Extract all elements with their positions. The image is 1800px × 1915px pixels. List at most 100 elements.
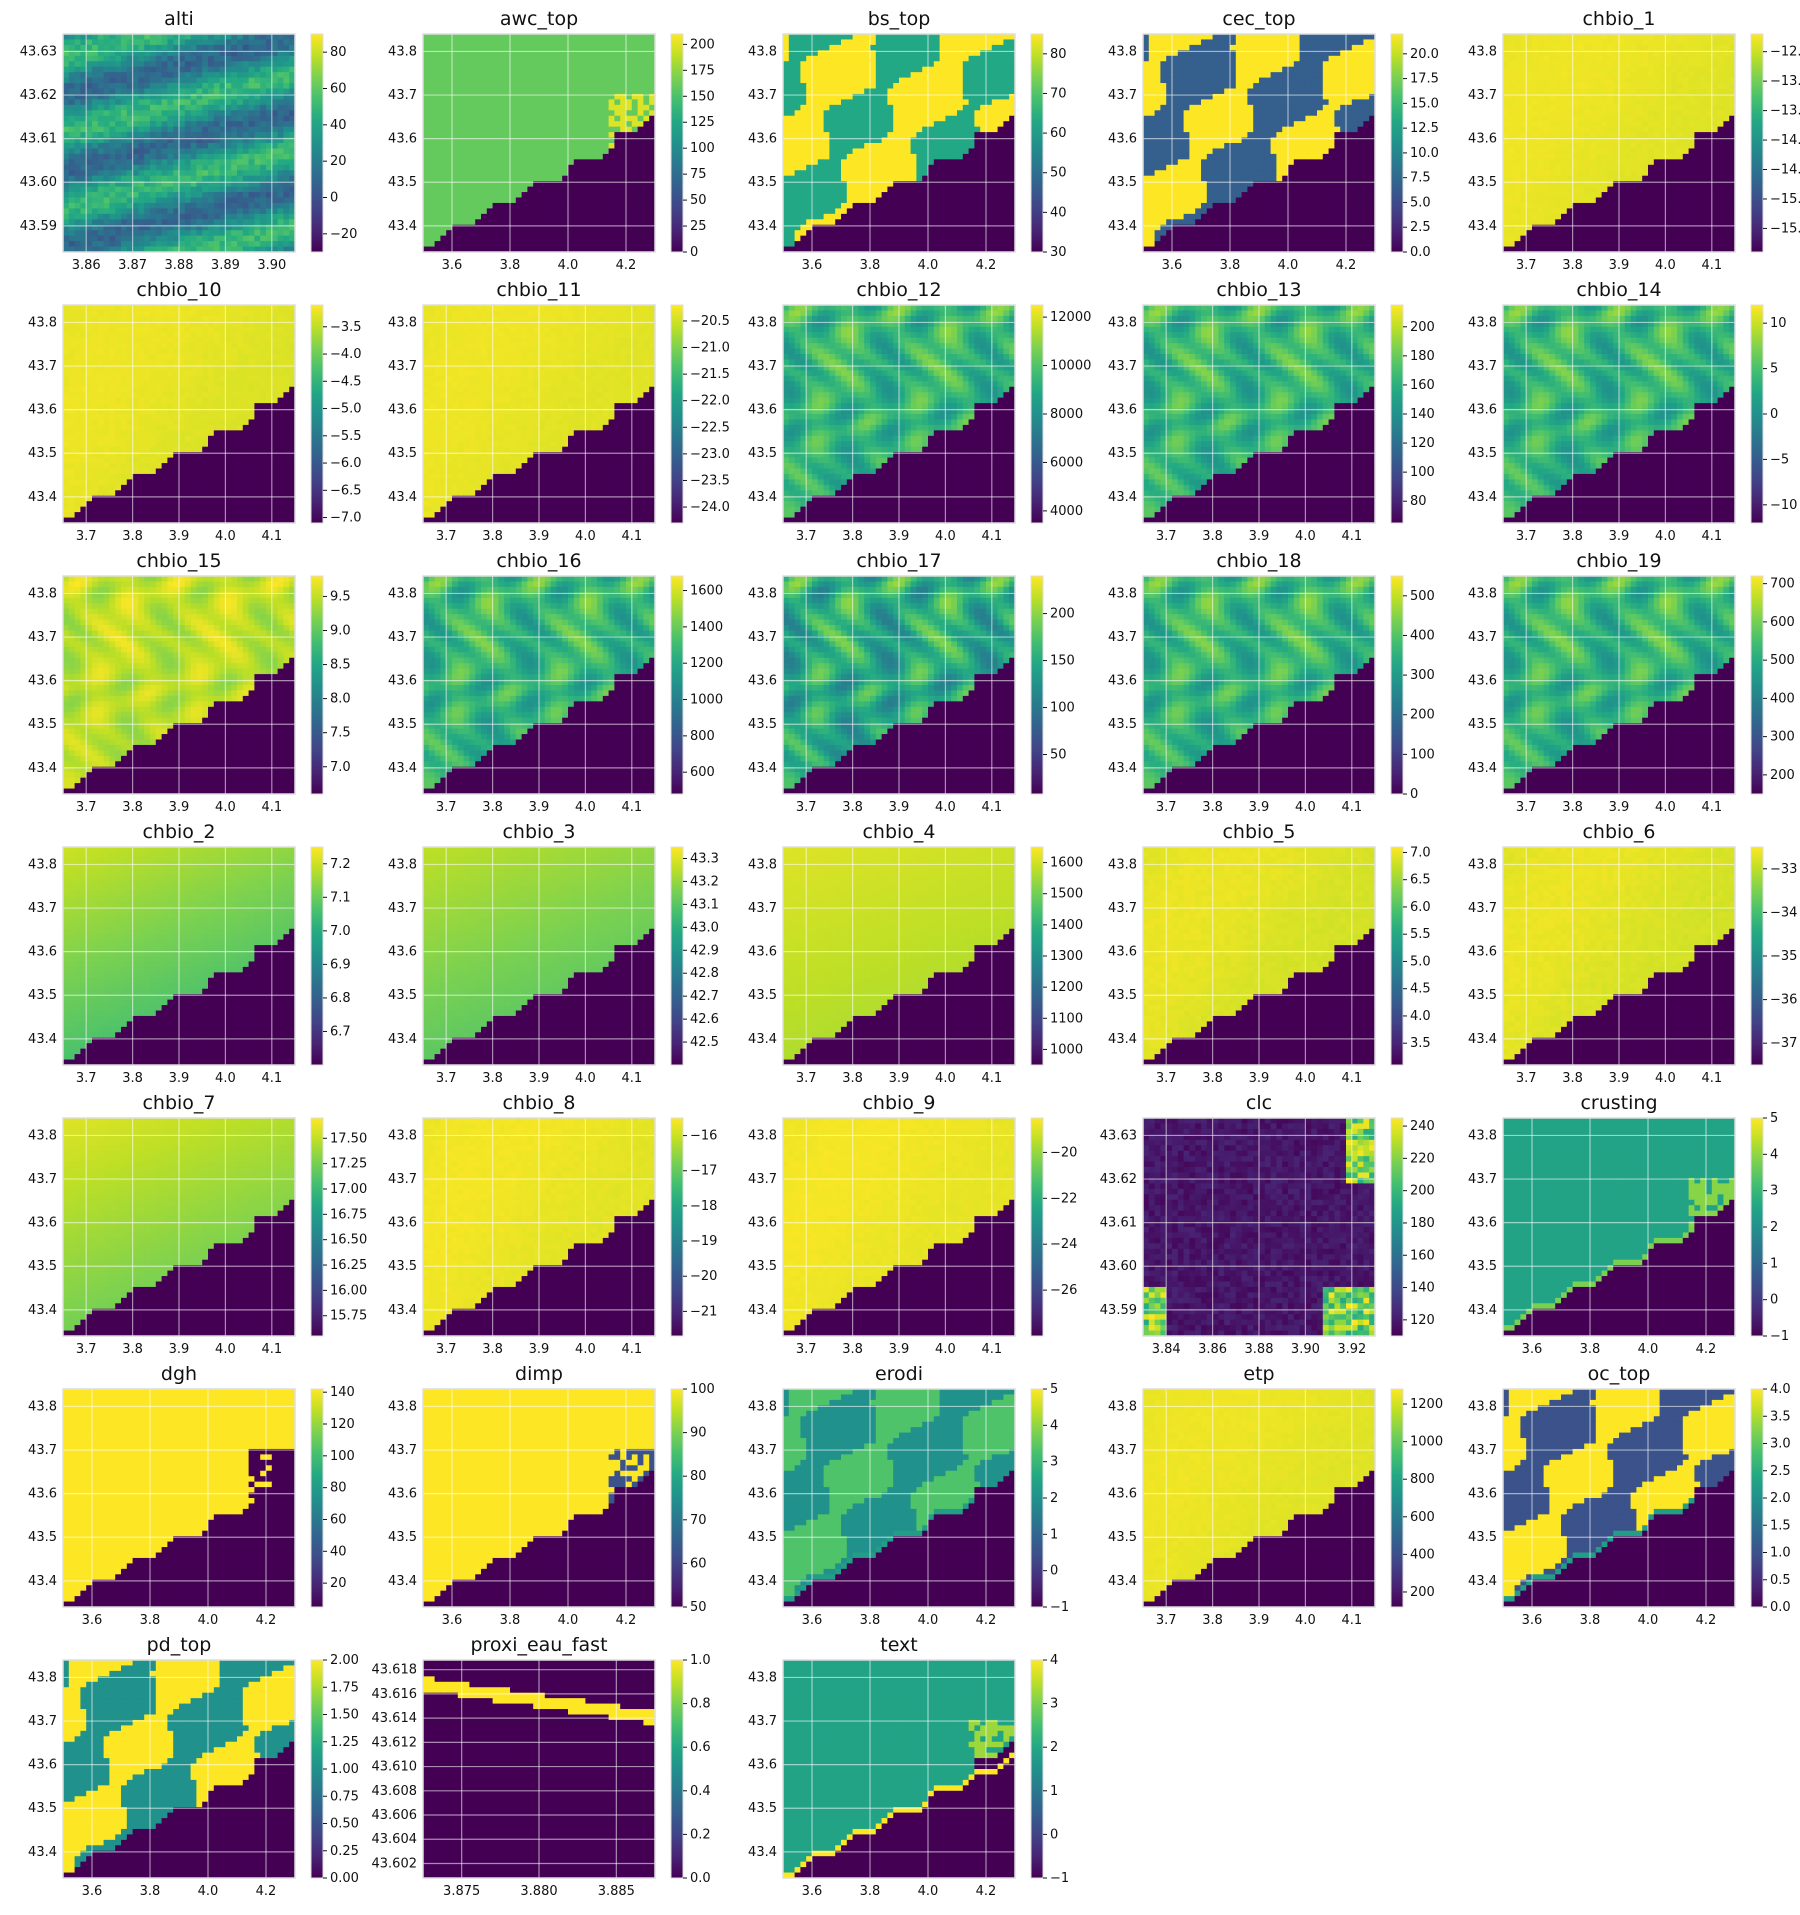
heatmap-cell	[962, 153, 969, 160]
heatmap-cell	[97, 175, 104, 182]
heatmap-cell	[481, 132, 488, 138]
heatmap-cell	[109, 148, 116, 155]
heatmap-cell	[573, 72, 580, 78]
heatmap-cell	[167, 208, 174, 215]
heatmap-cell	[939, 137, 946, 144]
heatmap-cell	[887, 66, 894, 73]
heatmap-cell	[806, 192, 813, 198]
heatmap-cell	[260, 121, 267, 128]
heatmap-cell	[870, 72, 877, 78]
heatmap-cell	[469, 126, 476, 133]
heatmap-cell	[626, 50, 633, 57]
heatmap-cell	[806, 219, 813, 226]
heatmap-cell	[980, 61, 987, 68]
heatmap-cell	[980, 153, 987, 160]
heatmap-cell	[544, 186, 551, 193]
heatmap-cell	[266, 50, 273, 57]
heatmap-cell	[242, 143, 249, 149]
heatmap-cell	[237, 219, 244, 226]
heatmap-cell	[167, 72, 174, 78]
heatmap-cell	[132, 77, 139, 84]
heatmap-cell	[794, 115, 801, 122]
heatmap-cell	[184, 66, 191, 73]
heatmap-cell	[475, 66, 482, 73]
heatmap-cell	[248, 132, 255, 138]
heatmap-cell	[864, 186, 871, 193]
heatmap-cell	[974, 208, 981, 215]
heatmap-cell	[242, 61, 249, 68]
heatmap-cell	[1009, 175, 1016, 182]
heatmap-cell	[579, 159, 586, 166]
heatmap-cell	[510, 50, 517, 57]
heatmap-cell	[591, 143, 598, 149]
heatmap-cell	[115, 126, 122, 133]
heatmap-cell	[539, 115, 546, 122]
heatmap-cell	[289, 159, 296, 166]
heatmap-cell	[928, 110, 935, 117]
heatmap-cell	[237, 159, 244, 166]
heatmap-cell	[463, 213, 470, 220]
heatmap-cell	[951, 93, 958, 100]
heatmap-cell	[504, 170, 511, 177]
heatmap-cell	[980, 66, 987, 73]
heatmap-cell	[469, 72, 476, 78]
heatmap-cell	[452, 61, 459, 68]
heatmap-cell	[68, 126, 75, 133]
heatmap-cell	[254, 110, 261, 117]
heatmap-cell	[608, 132, 615, 138]
heatmap-cell	[452, 148, 459, 155]
heatmap-cell	[457, 186, 464, 193]
heatmap-cell	[962, 115, 969, 122]
heatmap-cell	[103, 197, 110, 204]
heatmap-cell	[591, 126, 598, 133]
heatmap-cell	[933, 219, 940, 226]
heatmap-cell	[800, 153, 807, 160]
heatmap-cell	[608, 143, 615, 149]
heatmap-cell	[434, 66, 441, 73]
heatmap-cell	[266, 164, 273, 171]
heatmap-cell	[277, 50, 284, 57]
heatmap-cell	[144, 88, 151, 95]
heatmap-cell	[1311, 39, 1318, 46]
heatmap-cell	[231, 83, 238, 89]
panel-awc-top: awc_top 3.6 3.8 4.0 4.2 43.8 43.7 43.6 43.5 43.4 2…	[367, 8, 727, 279]
heatmap-cell	[527, 121, 534, 128]
heatmap-cell	[556, 148, 563, 155]
heatmap-cell	[457, 153, 464, 160]
heatmap-cell	[1003, 83, 1010, 89]
heatmap-cell	[991, 230, 998, 237]
heatmap-cell	[904, 230, 911, 237]
heatmap-cell	[568, 246, 575, 253]
heatmap-cell	[440, 34, 447, 40]
heatmap-cell	[829, 202, 836, 209]
heatmap-cell	[887, 208, 894, 215]
heatmap-cell	[881, 202, 888, 209]
heatmap-cell	[846, 164, 853, 171]
heatmap-cell	[150, 246, 157, 253]
heatmap-cell	[213, 246, 220, 253]
heatmap-cell	[208, 115, 215, 122]
heatmap-cell	[109, 121, 116, 128]
heatmap-cell	[626, 44, 633, 51]
heatmap-cell	[864, 148, 871, 155]
heatmap-cell	[260, 77, 267, 84]
heatmap-cell	[237, 115, 244, 122]
heatmap-cell	[492, 143, 499, 149]
heatmap-cell	[870, 61, 877, 68]
heatmap-cell	[643, 246, 650, 253]
heatmap-cell	[1003, 213, 1010, 220]
heatmap-cell	[939, 230, 946, 237]
heatmap-cell	[910, 34, 917, 40]
heatmap-cell	[1003, 241, 1010, 247]
heatmap-cell	[806, 121, 813, 128]
heatmap-cell	[289, 164, 296, 171]
heatmap-cell	[475, 55, 482, 62]
heatmap-cell	[631, 164, 638, 171]
heatmap-cell	[939, 110, 946, 117]
heatmap-cell	[870, 50, 877, 57]
heatmap-cell	[475, 110, 482, 117]
heatmap-cell	[190, 186, 197, 193]
heatmap-cell	[161, 93, 168, 100]
heatmap-cell	[150, 197, 157, 204]
heatmap-cell	[887, 164, 894, 171]
